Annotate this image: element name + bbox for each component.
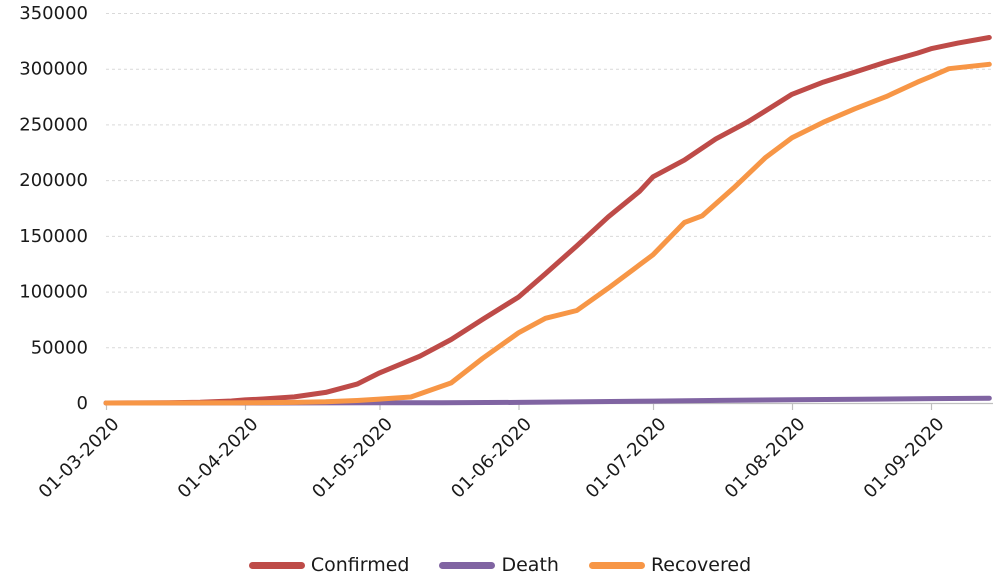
y-tick-label: 150000 [19,226,88,247]
y-tick-label: 0 [77,393,88,414]
legend-item-death: Death [439,554,559,576]
x-tick-label: 01-04-2020 [174,414,263,503]
y-tick-label: 200000 [19,170,88,191]
death-line-swatch-icon [439,562,496,569]
y-tick-label: 250000 [19,114,88,135]
x-tick-label: 01-06-2020 [447,414,536,503]
series-line-recovered [103,61,992,406]
y-tick-label: 350000 [19,3,88,24]
legend-label-recovered: Recovered [650,554,752,576]
y-tick-label: 300000 [19,59,88,80]
legend-label-confirmed: Confirmed [310,554,410,576]
series-lines [103,35,992,406]
legend: Confirmed Death Recovered [0,556,1000,575]
y-axis-labels: 0 50000 100000 150000 200000 250000 300000 3500… [19,3,88,414]
legend-item-confirmed: Confirmed [248,554,410,576]
confirmed-line-swatch-icon [248,562,305,569]
legend-item-recovered: Recovered [588,554,752,576]
legend-label-death: Death [501,554,559,576]
y-tick-label: 100000 [19,282,88,303]
gridlines [106,13,993,349]
x-tick-label: 01-09-2020 [860,414,949,503]
x-tick-label: 01-05-2020 [308,414,397,503]
x-tick-label: 01-07-2020 [582,414,671,503]
x-tick-label: 01-03-2020 [35,414,124,503]
line-chart: 0 50000 100000 150000 200000 250000 300000 3500… [19,3,993,503]
recovered-line-swatch-icon [588,562,645,569]
x-tick-label: 01-08-2020 [721,414,810,503]
series-line-confirmed [103,35,992,406]
y-tick-label: 50000 [31,337,88,358]
x-axis-labels: 01-03-2020 01-04-2020 01-05-2020 01-06-2020… [35,414,949,503]
